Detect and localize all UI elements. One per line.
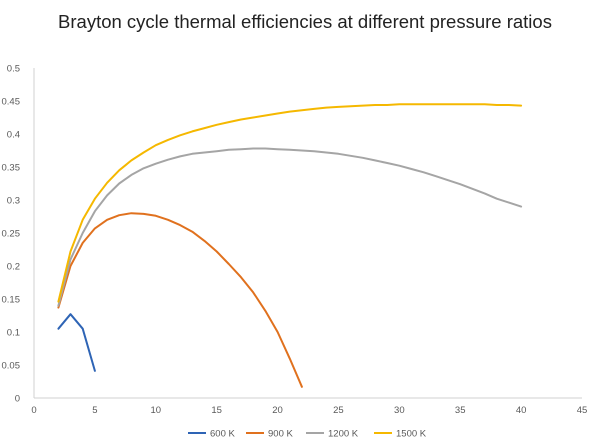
series-line-900-k: [57, 212, 303, 388]
x-tick-label: 40: [516, 405, 527, 416]
series-line-1200-k: [57, 147, 523, 307]
y-tick-label: 0.05: [2, 361, 21, 372]
y-tick-label: 0.2: [7, 262, 20, 273]
y-tick-label: 0.4: [7, 130, 20, 141]
x-tick-label: 25: [333, 405, 344, 416]
y-tick-label: 0.35: [2, 163, 21, 174]
legend-label-900-k: 900 K: [268, 429, 293, 440]
legend-label-1500-k: 1500 K: [396, 429, 427, 440]
x-tick-label: 0: [31, 405, 36, 416]
series-line-1500-k: [57, 103, 523, 303]
x-tick-label: 35: [455, 405, 466, 416]
x-tick-label: 45: [577, 405, 588, 416]
x-tick-label: 10: [150, 405, 161, 416]
chart-title: Brayton cycle thermal efficiencies at di…: [58, 11, 552, 32]
x-tick-label: 5: [92, 405, 97, 416]
y-tick-label: 0.45: [2, 97, 21, 108]
y-tick-label: 0.3: [7, 196, 20, 207]
x-tick-label: 15: [211, 405, 222, 416]
series-line-600-k: [57, 313, 96, 372]
x-tick-label: 20: [272, 405, 283, 416]
y-tick-label: 0.5: [7, 64, 20, 75]
y-tick-label: 0.25: [2, 229, 21, 240]
legend-label-1200-k: 1200 K: [328, 429, 359, 440]
y-tick-label: 0.15: [2, 295, 21, 306]
x-tick-label: 30: [394, 405, 405, 416]
y-tick-label: 0: [15, 394, 20, 405]
y-tick-label: 0.1: [7, 328, 20, 339]
legend-label-600-k: 600 K: [210, 429, 235, 440]
